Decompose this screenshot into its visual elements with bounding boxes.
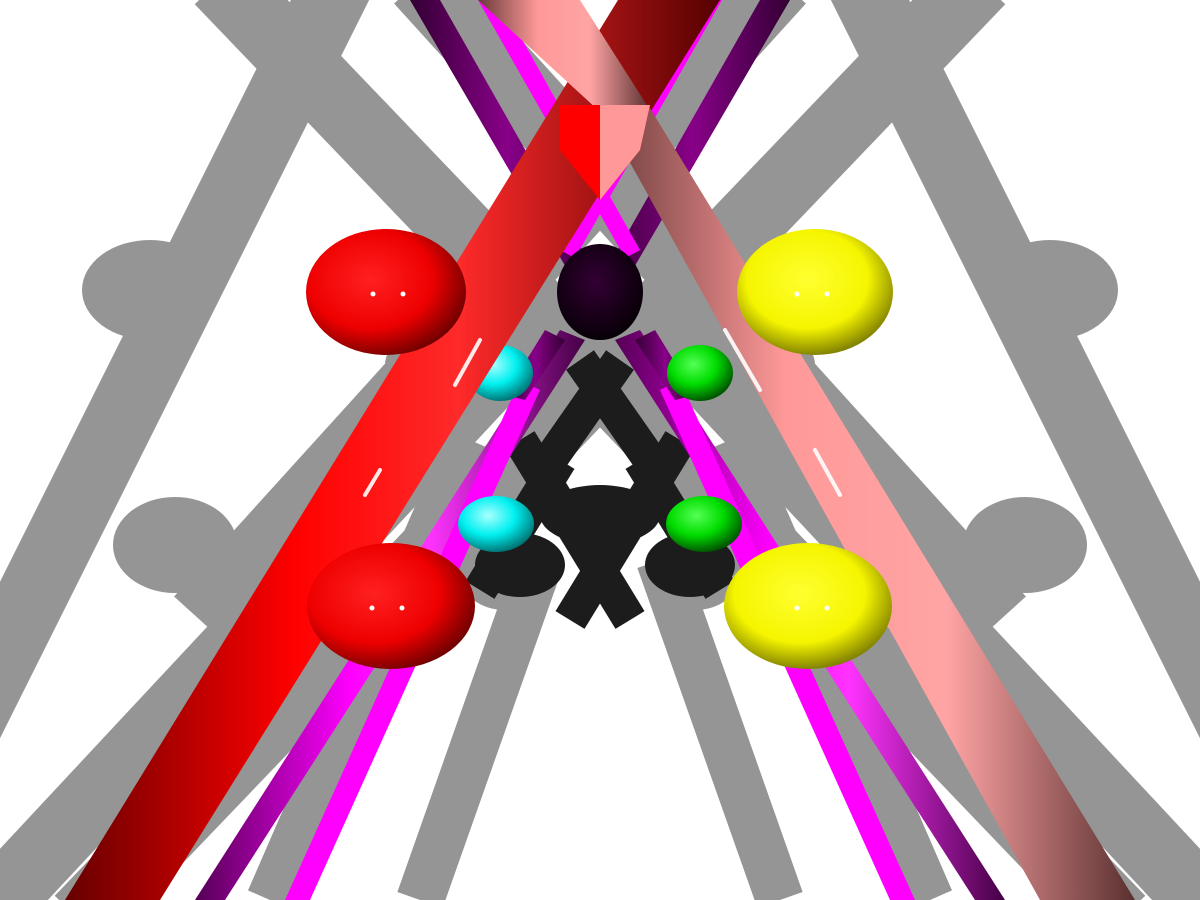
- cyan-sphere-lower: [458, 496, 534, 552]
- green-sphere-lower: [666, 496, 742, 552]
- small-spheres: [458, 345, 742, 552]
- red-rod: [65, 0, 720, 900]
- pink-rod-upper: [478, 0, 650, 110]
- red-ellipsoids: [306, 229, 475, 669]
- dark-purple-sphere: [557, 244, 643, 340]
- green-sphere-upper: [667, 345, 733, 401]
- red-ellipsoid-lower: [307, 543, 475, 669]
- pink-rod: [598, 105, 1135, 900]
- yellow-ellipsoid-lower: [724, 543, 892, 669]
- red-ellipsoid-upper: [306, 229, 466, 355]
- yellow-ellipsoid-upper: [737, 229, 893, 355]
- yellow-ellipsoids: [724, 229, 893, 669]
- dark-shadows: [465, 350, 735, 629]
